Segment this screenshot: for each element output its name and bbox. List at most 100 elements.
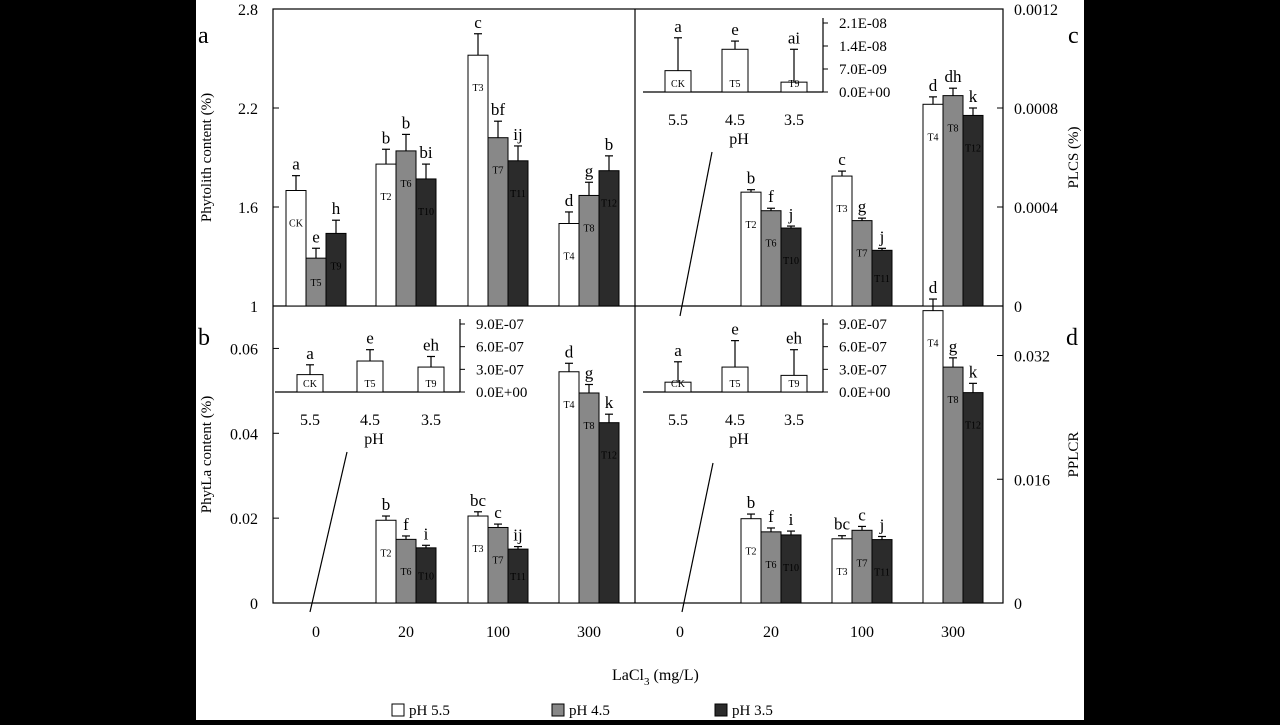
treatment-label: T7 bbox=[856, 249, 867, 260]
significance-letter: bc bbox=[834, 515, 851, 534]
x-tick-label: 0 bbox=[676, 624, 684, 641]
inset-treatment-label: CK bbox=[303, 379, 318, 390]
treatment-label: T11 bbox=[510, 189, 526, 200]
bar bbox=[415, 178, 437, 307]
inset-significance-letter: e bbox=[731, 20, 739, 39]
treatment-label: T6 bbox=[400, 567, 411, 578]
treatment-label: T4 bbox=[563, 252, 574, 263]
inset-y-tick-label: 0.0E+00 bbox=[476, 385, 527, 401]
bar bbox=[851, 220, 873, 307]
y-tick-label: 0 bbox=[1014, 299, 1022, 316]
bar bbox=[487, 137, 509, 307]
treatment-label: T12 bbox=[965, 143, 981, 154]
treatment-label: T9 bbox=[330, 261, 341, 272]
inset-significance-letter: eh bbox=[423, 335, 440, 354]
inset-bar bbox=[721, 48, 749, 93]
x-tick-label: 100 bbox=[486, 624, 510, 641]
treatment-label: T11 bbox=[874, 567, 890, 578]
inset-significance-letter: eh bbox=[786, 329, 803, 348]
y-tick-label: 1 bbox=[250, 299, 258, 316]
inset-bar bbox=[417, 366, 445, 393]
significance-letter: b bbox=[402, 113, 411, 132]
treatment-label: T12 bbox=[601, 451, 617, 462]
significance-letter: a bbox=[292, 155, 300, 174]
inset-treatment-label: T9 bbox=[788, 379, 799, 390]
significance-letter: bc bbox=[470, 491, 487, 510]
x-tick-label: 100 bbox=[850, 624, 874, 641]
y-tick-label: 0.02 bbox=[230, 511, 258, 528]
inset-bar bbox=[356, 360, 384, 393]
treatment-label: CK bbox=[289, 219, 304, 230]
y-tick-label: 0.032 bbox=[1014, 349, 1050, 366]
treatment-label: T3 bbox=[472, 83, 483, 94]
y-axis-title: PhytLa content (%) bbox=[199, 396, 215, 513]
treatment-label: T6 bbox=[765, 560, 776, 571]
significance-letter: j bbox=[879, 227, 885, 246]
inset-x-tick-label: 3.5 bbox=[784, 412, 804, 429]
significance-letter: ij bbox=[513, 526, 522, 545]
x-tick-label: 20 bbox=[763, 624, 779, 641]
significance-letter: b bbox=[605, 135, 614, 154]
significance-letter: c bbox=[474, 13, 482, 32]
inset-treatment-label: CK bbox=[671, 379, 686, 390]
treatment-label: T8 bbox=[583, 223, 594, 234]
treatment-label: T10 bbox=[418, 207, 434, 218]
bar bbox=[598, 170, 620, 307]
significance-letter: i bbox=[424, 524, 429, 543]
treatment-label: T7 bbox=[492, 166, 503, 177]
significance-letter: b bbox=[747, 169, 756, 188]
treatment-label: T3 bbox=[472, 544, 483, 555]
inset-y-tick-label: 9.0E-07 bbox=[839, 317, 887, 333]
inset-y-tick-label: 9.0E-07 bbox=[476, 317, 524, 333]
panel-letter-b: b bbox=[198, 325, 210, 351]
y-tick-label: 2.8 bbox=[238, 2, 258, 19]
treatment-label: T2 bbox=[745, 220, 756, 231]
legend-swatch-ph45 bbox=[551, 703, 565, 717]
inset-y-tick-label: 3.0E-07 bbox=[839, 362, 887, 378]
bar bbox=[558, 223, 580, 307]
bar bbox=[831, 175, 853, 307]
bar bbox=[395, 150, 417, 307]
y-tick-label: 0.016 bbox=[1014, 472, 1050, 489]
inset-y-tick-label: 6.0E-07 bbox=[476, 340, 524, 356]
inset-x-tick-label: 3.5 bbox=[784, 112, 804, 129]
x-tick-label: 0 bbox=[312, 624, 320, 641]
inset-x-tick-label: 4.5 bbox=[360, 412, 380, 429]
legend-swatch-ph55 bbox=[391, 703, 405, 717]
treatment-label: T4 bbox=[927, 339, 938, 350]
y-tick-label: 0.04 bbox=[230, 426, 258, 443]
significance-letter: h bbox=[332, 199, 341, 218]
significance-letter: b bbox=[382, 495, 391, 514]
significance-letter: d bbox=[929, 278, 938, 297]
inset-y-tick-label: 6.0E-07 bbox=[839, 340, 887, 356]
legend-swatch-ph35 bbox=[714, 703, 728, 717]
significance-letter: k bbox=[969, 87, 978, 106]
significance-letter: dh bbox=[945, 67, 963, 86]
bar bbox=[375, 163, 397, 307]
inset-treatment-label: T5 bbox=[729, 379, 740, 390]
inset-treatment-label: T5 bbox=[729, 79, 740, 90]
treatment-label: T6 bbox=[400, 179, 411, 190]
significance-letter: d bbox=[565, 191, 574, 210]
treatment-label: T10 bbox=[783, 256, 799, 267]
inset-treatment-label: T9 bbox=[425, 379, 436, 390]
inset-treatment-label: CK bbox=[671, 79, 686, 90]
inset-x-tick-label: 5.5 bbox=[300, 412, 320, 429]
significance-letter: g bbox=[858, 197, 867, 216]
panel-letter-a: a bbox=[198, 23, 209, 49]
treatment-label: T8 bbox=[947, 124, 958, 135]
y-axis-title: Phytolith content (%) bbox=[199, 93, 215, 222]
bar bbox=[740, 191, 762, 307]
inset-significance-letter: a bbox=[674, 17, 682, 36]
significance-letter: ij bbox=[513, 125, 522, 144]
significance-letter: f bbox=[768, 187, 774, 206]
significance-letter: g bbox=[585, 363, 594, 382]
significance-letter: c bbox=[494, 503, 502, 522]
inset-bar bbox=[721, 366, 749, 393]
x-tick-label: 300 bbox=[941, 624, 965, 641]
bar bbox=[740, 518, 762, 604]
x-tick-label: 20 bbox=[398, 624, 414, 641]
treatment-label: T5 bbox=[310, 278, 321, 289]
